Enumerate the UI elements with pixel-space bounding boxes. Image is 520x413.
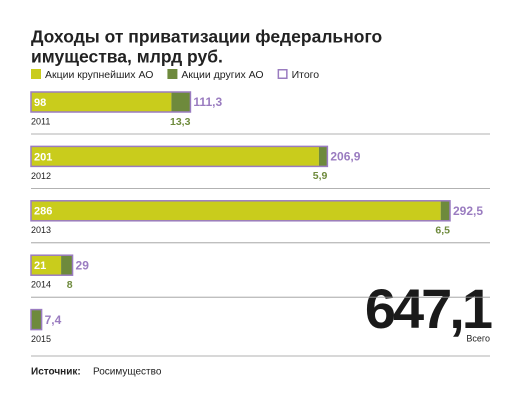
bar-segment	[171, 92, 191, 112]
value-label: 8	[67, 279, 73, 291]
chart-title: имущества, млрд руб.	[31, 47, 223, 67]
total-label: 29	[76, 258, 90, 272]
value-label: 5,9	[313, 170, 328, 182]
value-label: 13,3	[170, 116, 191, 128]
grand-total-caption: Всего	[466, 333, 490, 343]
total-label: 206,9	[330, 150, 360, 164]
bar-segment	[31, 200, 441, 221]
legend-swatch	[167, 69, 178, 79]
bar-segment	[61, 255, 73, 276]
bar-total	[30, 254, 74, 276]
value-label: 201	[34, 151, 52, 163]
chart-title: Доходы от приватизации федерального	[31, 27, 382, 47]
bar-segment	[31, 92, 172, 112]
y-tick-label: 2012	[31, 171, 51, 181]
value-label: 286	[34, 206, 52, 218]
legend-label: Итого	[292, 69, 320, 81]
bar-segment	[31, 255, 62, 276]
y-tick-label: 2014	[31, 280, 51, 290]
legend-swatch	[277, 69, 288, 79]
value-label: 21	[34, 260, 46, 272]
total-label: 292,5	[453, 204, 483, 218]
source: Росимущество	[93, 367, 162, 378]
value-label: 98	[34, 97, 46, 109]
bar-segment	[31, 309, 42, 330]
bar-total	[30, 91, 192, 113]
source-label: Источник:	[31, 367, 81, 378]
legend-swatch	[31, 69, 41, 79]
legend-label: Акции крупнейших АО	[45, 69, 153, 81]
bar-segment	[318, 146, 328, 167]
bar-total	[30, 145, 329, 168]
y-tick-label: 2015	[31, 334, 51, 344]
grand-total: 647,1	[365, 277, 492, 340]
bar-total	[30, 308, 43, 331]
bar-total	[30, 200, 451, 222]
bar-segment	[440, 200, 450, 221]
y-tick-label: 2013	[31, 225, 51, 235]
legend-label: Акции других АО	[181, 69, 263, 81]
total-label: 111,3	[193, 95, 222, 109]
bar-segment	[31, 146, 319, 167]
total-label: 7,4	[45, 313, 62, 327]
value-label: 6,5	[435, 225, 450, 237]
y-tick-label: 2011	[31, 116, 50, 126]
